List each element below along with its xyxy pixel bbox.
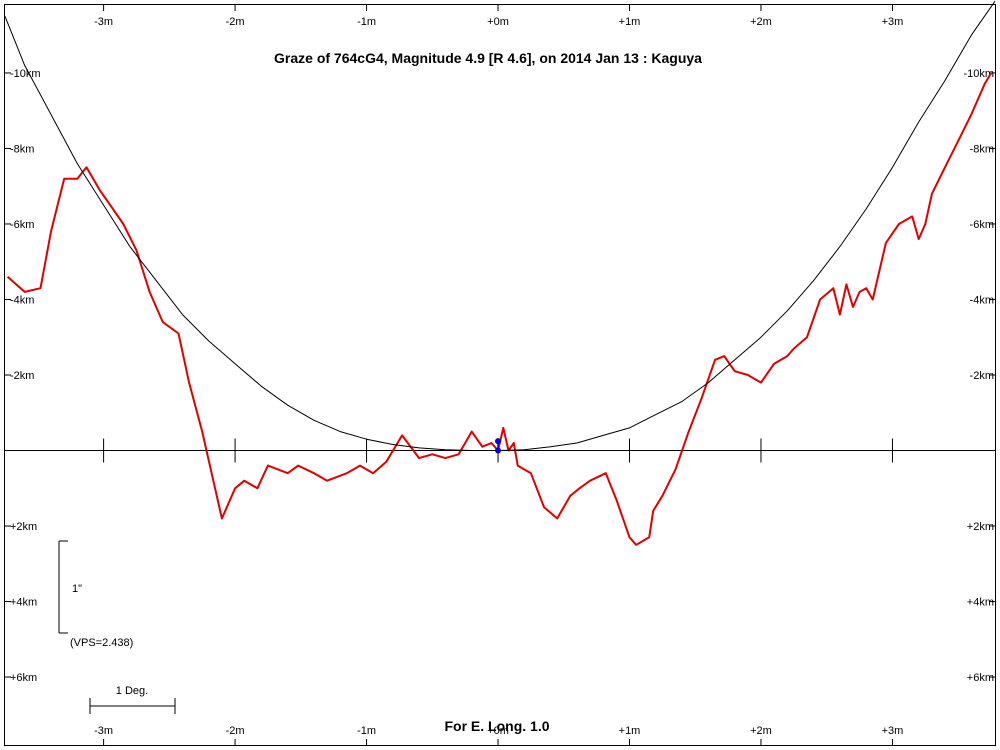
x-tick-label-top: +2m (750, 16, 772, 28)
y-tick-label-right: +2km (967, 521, 994, 533)
x-tick-label-top: -1m (357, 16, 376, 28)
y-tick-label-right: +6km (967, 672, 994, 684)
x-tick-label-bottom: +0m (487, 725, 509, 737)
y-tick-label-right: -10km (963, 68, 994, 80)
degree-scale-bar (89, 698, 176, 714)
chart-title: Graze of 764cG4, Magnitude 4.9 [R 4.6], … (274, 50, 702, 66)
y-tick-label-right: -2km (970, 370, 994, 382)
x-tick-label-bottom: -2m (226, 725, 245, 737)
chart-footer: For E. Long. 1.0 (444, 718, 549, 734)
marker-point (495, 447, 502, 454)
y-tick-label-left: +4km (10, 597, 37, 609)
y-tick-label-right: -6km (970, 219, 994, 231)
x-tick-label-top: -2m (226, 16, 245, 28)
y-tick-label-left: -4km (10, 294, 34, 306)
profile-line (6, 72, 992, 546)
tick-layer: -3m -3m -2m -2m -1m -1m +0m +0m +1m +1m +2m +2m +3m +… (5, 5, 995, 745)
y-tick-label-right: +4km (967, 597, 994, 609)
y-tick-label-left: +2km (10, 521, 37, 533)
x-tick-label-top: +0m (487, 16, 509, 28)
y-tick-label-left: -8km (10, 143, 34, 155)
x-tick-label-bottom: -1m (357, 725, 376, 737)
arcsec-scale-label: 1" (72, 583, 82, 595)
y-tick-label-left: +6km (10, 672, 37, 684)
x-tick-label-top: +3m (882, 16, 904, 28)
y-tick-label-right: -8km (970, 143, 994, 155)
arcsec-scale-bar (58, 540, 68, 634)
marker-point (495, 438, 502, 445)
x-tick-label-bottom: +3m (882, 725, 904, 737)
limb-curve (4, 0, 996, 451)
x-tick-label-bottom: -3m (94, 725, 113, 737)
degree-scale-label: 1 Deg. (116, 685, 148, 697)
x-tick-label-top: +1m (619, 16, 641, 28)
x-tick-label-top: -3m (94, 16, 113, 28)
plot-frame (4, 4, 996, 746)
y-tick-label-right: -4km (970, 294, 994, 306)
series-layer (4, 0, 996, 546)
y-tick-label-left: -6km (10, 219, 34, 231)
vps-label: (VPS=2.438) (70, 637, 133, 649)
y-tick-label-left: -10km (10, 68, 41, 80)
y-tick-label-left: -2km (10, 370, 34, 382)
x-tick-label-bottom: +2m (750, 725, 772, 737)
x-tick-label-bottom: +1m (619, 725, 641, 737)
